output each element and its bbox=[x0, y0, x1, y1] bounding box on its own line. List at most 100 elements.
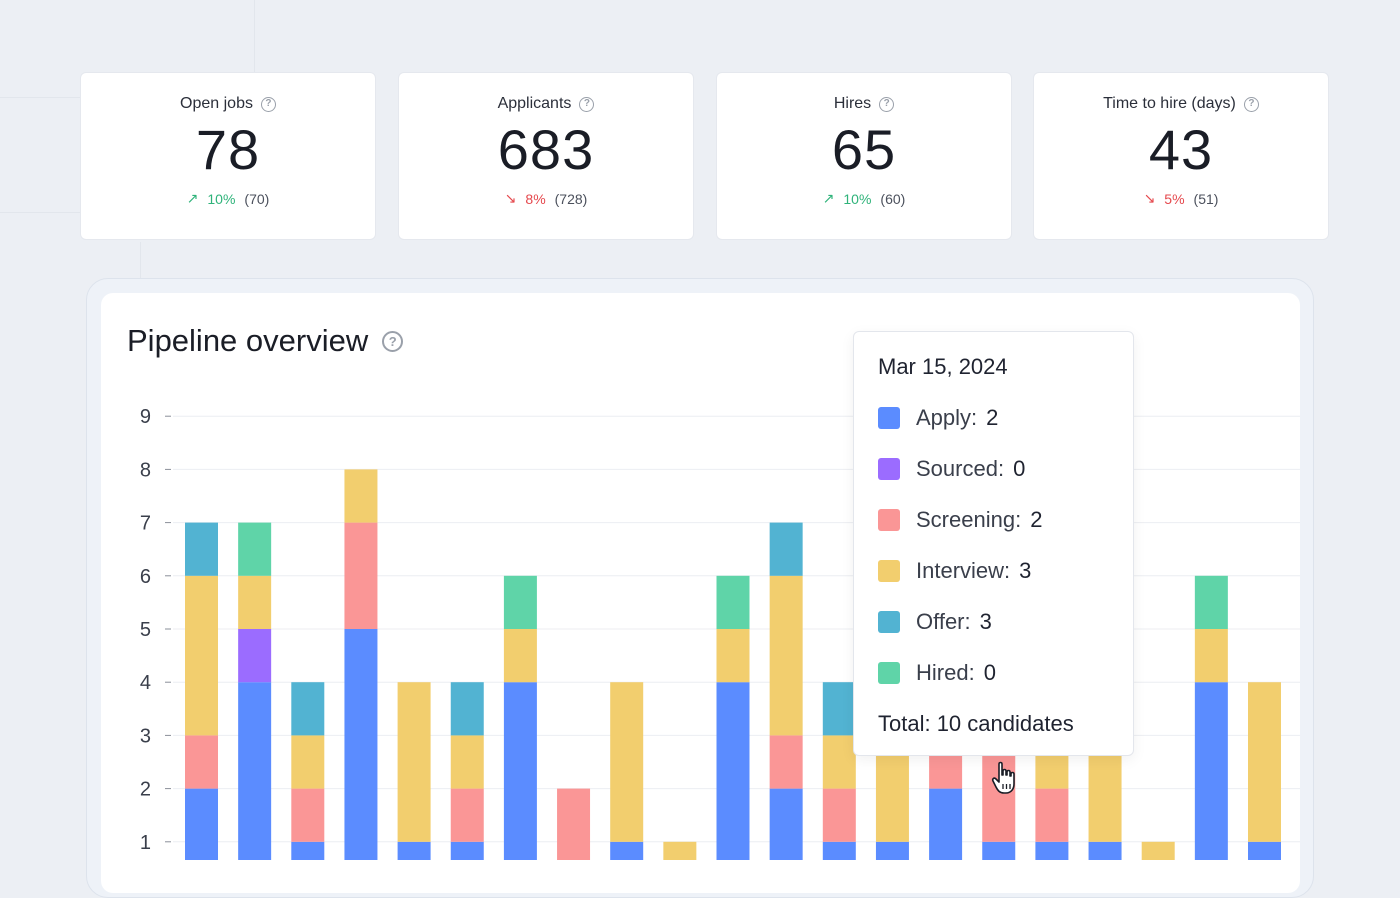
bar-segment-screening[interactable] bbox=[344, 522, 378, 629]
bar-segment-hired[interactable] bbox=[1194, 575, 1228, 629]
bar-segment-apply[interactable] bbox=[822, 841, 856, 860]
tooltip-item-label: Offer: bbox=[916, 609, 971, 634]
y-tick-label: 2 bbox=[140, 779, 151, 801]
bar-segment-offer[interactable] bbox=[822, 682, 856, 736]
help-icon[interactable]: ? bbox=[579, 96, 595, 112]
bar-segment-interview[interactable] bbox=[503, 629, 537, 683]
y-tick-label: 4 bbox=[140, 672, 151, 694]
bar-segment-interview[interactable] bbox=[291, 735, 325, 789]
bar-segment-offer[interactable] bbox=[291, 682, 325, 736]
bar-segment-apply[interactable] bbox=[875, 841, 909, 860]
bar-segment-interview[interactable] bbox=[1194, 629, 1228, 683]
bar-segment-interview[interactable] bbox=[663, 841, 697, 860]
kpi-previous: (51) bbox=[1193, 190, 1219, 207]
bar-segment-screening[interactable] bbox=[450, 788, 484, 842]
bar-segment-hired[interactable] bbox=[716, 575, 750, 629]
y-tick-label: 7 bbox=[140, 513, 151, 535]
kpi-label: Hires bbox=[833, 95, 872, 112]
chart-tooltip: Mar 15, 2024 Apply: 2 Sourced: 0 Screening… bbox=[853, 331, 1134, 756]
bar-segment-interview[interactable] bbox=[610, 682, 644, 842]
bar-segment-apply[interactable] bbox=[291, 841, 325, 860]
kpi-card-hires[interactable]: Hires? 65 ↗ 10% (60) bbox=[716, 72, 1012, 240]
y-tick-label: 8 bbox=[140, 459, 151, 481]
bar-segment-screening[interactable] bbox=[557, 788, 591, 860]
tooltip-item-label: Interview: bbox=[916, 558, 1011, 583]
bar-segment-interview[interactable] bbox=[238, 575, 272, 629]
bar-segment-apply[interactable] bbox=[929, 788, 963, 860]
tooltip-item-label: Hired: bbox=[916, 660, 975, 685]
bar-segment-interview[interactable] bbox=[185, 575, 218, 736]
kpi-label: Time to hire (days) bbox=[1103, 95, 1236, 112]
bar-segment-interview[interactable] bbox=[769, 575, 803, 736]
tooltip-item-offer: Offer: 3 bbox=[878, 609, 992, 635]
tooltip-item-value: 0 bbox=[983, 660, 996, 685]
bar-segment-offer[interactable] bbox=[185, 522, 218, 576]
bar-segment-apply[interactable] bbox=[450, 841, 484, 860]
legend-swatch bbox=[878, 662, 900, 684]
bar-segment-screening[interactable] bbox=[822, 788, 856, 842]
bar-segment-apply[interactable] bbox=[982, 841, 1016, 860]
kpi-card-time-to-hire[interactable]: Time to hire (days)? 43 ↘ 5% (51) bbox=[1033, 72, 1329, 240]
bar-segment-apply[interactable] bbox=[344, 629, 378, 860]
pipeline-chart: 1 2 3 4 5 6 7 8 9 bbox=[140, 406, 1300, 860]
help-icon[interactable]: ? bbox=[879, 96, 895, 112]
bar-segment-apply[interactable] bbox=[1035, 841, 1069, 860]
bar-segment-interview[interactable] bbox=[1141, 841, 1175, 860]
bar-segment-interview[interactable] bbox=[822, 735, 856, 789]
bar-segment-apply[interactable] bbox=[716, 682, 750, 860]
kpi-delta: 8% bbox=[525, 190, 546, 207]
tooltip-item-sourced: Sourced: 0 bbox=[878, 456, 1025, 482]
bar-segment-apply[interactable] bbox=[769, 788, 803, 860]
bar-segment-screening[interactable] bbox=[185, 735, 218, 789]
trend-up-icon: ↗ bbox=[186, 190, 199, 206]
kpi-label: Applicants bbox=[497, 95, 572, 112]
bar-segment-apply[interactable] bbox=[1088, 841, 1122, 860]
background-grid-line bbox=[140, 242, 141, 278]
bar-segment-apply[interactable] bbox=[503, 682, 537, 860]
background-grid-line bbox=[0, 97, 80, 98]
bar-segment-interview[interactable] bbox=[397, 682, 431, 842]
y-tick-label: 1 bbox=[140, 832, 151, 854]
help-icon[interactable]: ? bbox=[382, 330, 404, 352]
bar-segment-apply[interactable] bbox=[1194, 682, 1228, 860]
help-icon[interactable]: ? bbox=[260, 96, 276, 112]
kpi-value: 683 bbox=[497, 118, 595, 181]
bar-segment-apply[interactable] bbox=[1248, 841, 1281, 860]
tooltip-item-value: 0 bbox=[1013, 456, 1026, 481]
trend-down-icon: ↘ bbox=[504, 190, 517, 206]
bar-segment-hired[interactable] bbox=[503, 575, 537, 629]
tooltip-item-label: Screening: bbox=[916, 507, 1022, 532]
bar-segment-hired[interactable] bbox=[238, 522, 272, 576]
kpi-previous: (60) bbox=[880, 190, 906, 207]
background-grid-line bbox=[0, 212, 80, 213]
bar-segment-interview[interactable] bbox=[344, 469, 378, 523]
legend-swatch bbox=[878, 407, 900, 429]
tooltip-item-label: Apply: bbox=[916, 405, 978, 430]
bar-segment-offer[interactable] bbox=[769, 522, 803, 576]
bar-segment-apply[interactable] bbox=[185, 788, 218, 860]
bar-segment-sourced[interactable] bbox=[238, 629, 272, 683]
hand-pointer-icon bbox=[991, 761, 1015, 794]
bar-segment-screening[interactable] bbox=[1035, 788, 1069, 842]
kpi-previous: (70) bbox=[244, 190, 270, 207]
legend-swatch bbox=[878, 458, 900, 480]
bar-segment-offer[interactable] bbox=[450, 682, 484, 736]
bar-segment-apply[interactable] bbox=[610, 841, 644, 860]
bar-segment-screening[interactable] bbox=[291, 788, 325, 842]
bar-segment-interview[interactable] bbox=[1248, 682, 1281, 842]
kpi-card-open-jobs[interactable]: Open jobs? 78 ↗ 10% (70) bbox=[80, 72, 376, 240]
trend-down-icon: ↘ bbox=[1143, 190, 1156, 206]
kpi-label: Open jobs bbox=[180, 95, 253, 112]
bar-segment-interview[interactable] bbox=[450, 735, 484, 789]
bar-segment-apply[interactable] bbox=[238, 682, 272, 860]
kpi-card-applicants[interactable]: Applicants? 683 ↘ 8% (728) bbox=[398, 72, 694, 240]
bar-segment-interview[interactable] bbox=[716, 629, 750, 683]
help-icon[interactable]: ? bbox=[1243, 96, 1259, 112]
bar-segment-apply[interactable] bbox=[397, 841, 431, 860]
bar-segment-screening[interactable] bbox=[769, 735, 803, 789]
legend-swatch bbox=[878, 611, 900, 633]
tooltip-item-hired: Hired: 0 bbox=[878, 660, 996, 686]
legend-swatch bbox=[878, 509, 900, 531]
tooltip-item-screening: Screening: 2 bbox=[878, 507, 1042, 533]
y-tick-label: 6 bbox=[140, 566, 151, 588]
